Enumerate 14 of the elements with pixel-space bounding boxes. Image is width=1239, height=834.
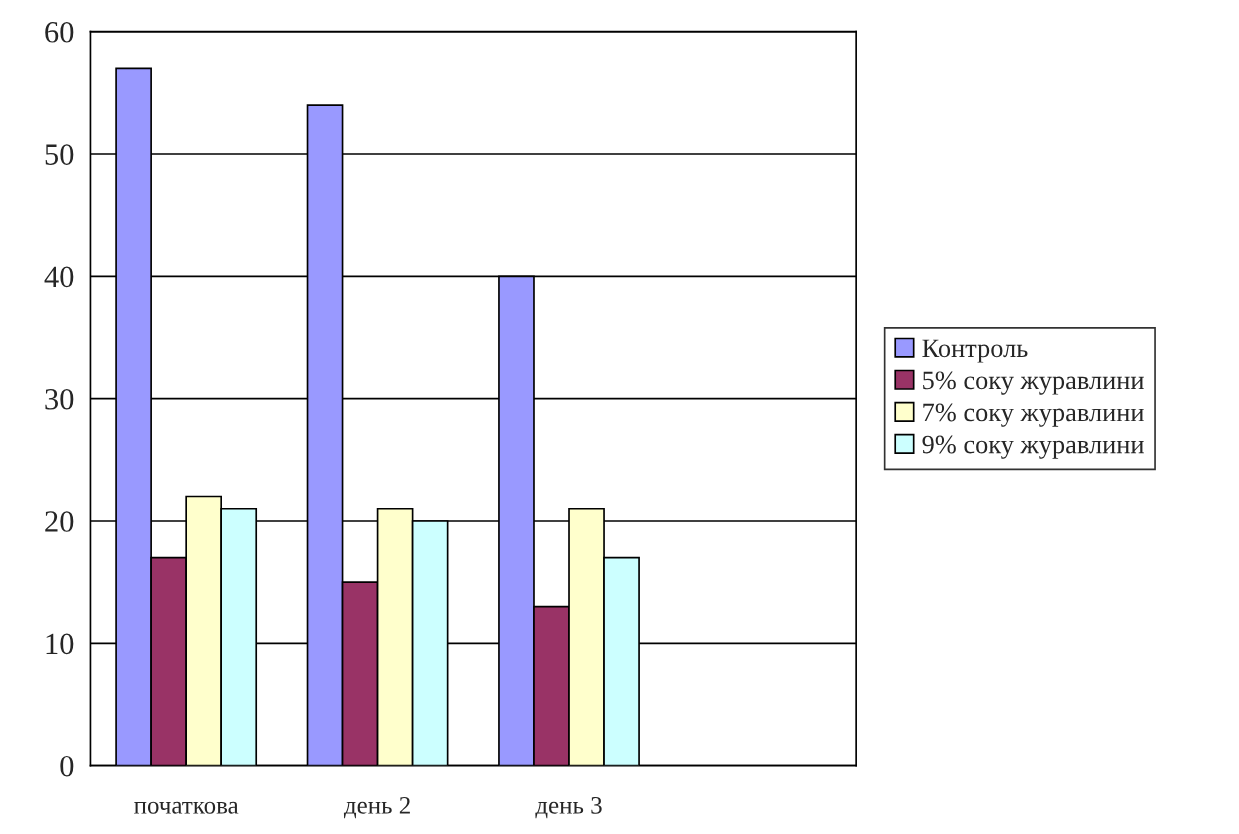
legend-label: Контроль xyxy=(922,339,1028,363)
y-tick-label: 30 xyxy=(45,388,74,410)
x-tick-label: початкова xyxy=(134,801,239,814)
y-tick-label: 20 xyxy=(45,511,74,532)
y-tick-label: 60 xyxy=(45,21,74,43)
y-tick-label: 50 xyxy=(45,144,74,165)
legend-label: 7% соку журавлини xyxy=(923,403,1144,427)
y-tick-label: 10 xyxy=(46,633,74,655)
y-tick-label: 40 xyxy=(44,266,74,288)
x-tick-label: день 2 xyxy=(343,796,410,819)
y-tick-label: 0 xyxy=(60,755,74,777)
x-tick-label: день 3 xyxy=(535,796,602,819)
legend-label: 9% соку журавлини xyxy=(922,435,1144,459)
legend-label: 5% соку журавлини xyxy=(923,371,1144,395)
